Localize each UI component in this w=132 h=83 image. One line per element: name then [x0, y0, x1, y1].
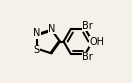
- Text: S: S: [33, 45, 39, 55]
- Text: OH: OH: [89, 37, 104, 46]
- Text: Br: Br: [82, 21, 93, 31]
- Text: Br: Br: [82, 52, 93, 62]
- Text: N: N: [33, 28, 41, 38]
- Text: N: N: [48, 24, 55, 34]
